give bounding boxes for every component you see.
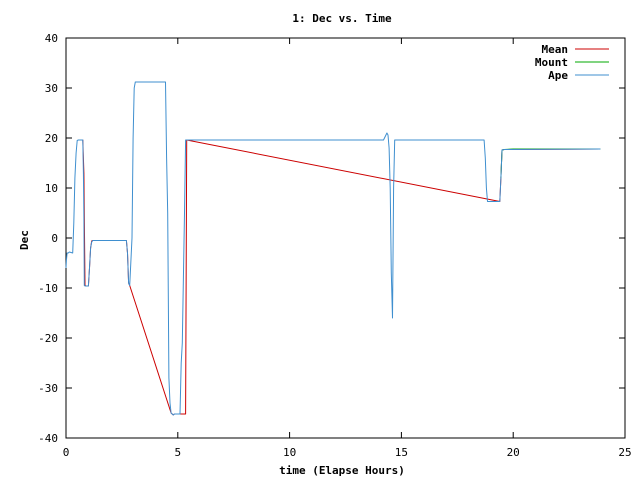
y-tick-label: 40: [45, 32, 58, 45]
plot-frame-layer: [65, 37, 626, 439]
x-axis-label: time (Elapse Hours): [279, 464, 405, 477]
legend-label-mean: Mean: [542, 43, 569, 56]
series-layer: [65, 81, 601, 416]
x-tick-label: 20: [507, 446, 520, 459]
x-tick-label: 15: [395, 446, 408, 459]
y-axis-label: Dec: [18, 230, 31, 250]
y-tick-label: 20: [45, 132, 58, 145]
legend-label-mount: Mount: [535, 56, 568, 69]
series-line-mean: [79, 139, 601, 416]
series-line-mount: [500, 148, 601, 179]
y-tick-label: -20: [38, 332, 58, 345]
x-tick-label: 10: [283, 446, 296, 459]
x-tick-label: 5: [174, 446, 181, 459]
legend-label-ape: Ape: [548, 69, 568, 82]
y-tick-label: -30: [38, 382, 58, 395]
axis-ticks-layer: 0 5 10 15 20 25 -40 -30 -20 -10 0 10 20 30 40: [38, 32, 632, 459]
y-tick-label: -10: [38, 282, 58, 295]
chart-title: 1: Dec vs. Time: [292, 12, 392, 25]
y-tick-label: 10: [45, 182, 58, 195]
y-tick-label: 0: [51, 232, 58, 245]
y-tick-label: -40: [38, 432, 58, 445]
x-tick-label: 0: [63, 446, 70, 459]
series-line-ape: [65, 81, 601, 416]
x-tick-label: 25: [618, 446, 631, 459]
plot-frame: [65, 37, 626, 439]
y-tick-label: 30: [45, 82, 58, 95]
